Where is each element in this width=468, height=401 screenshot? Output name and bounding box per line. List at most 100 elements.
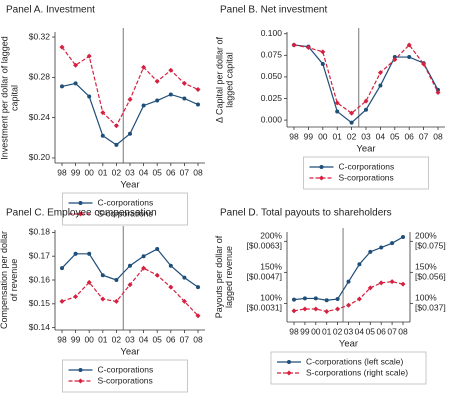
marker	[378, 280, 384, 286]
legend-marker	[78, 211, 83, 217]
panel-title: Panel B. Net investment	[220, 5, 327, 16]
x-tick-label: 03	[125, 167, 135, 177]
marker	[305, 45, 311, 51]
x-tick-label: 99	[71, 334, 81, 344]
legend-label: C-corporations	[98, 197, 154, 207]
marker	[313, 296, 318, 301]
marker	[127, 97, 133, 103]
y-axis-label: Compensation per dollar of revenue	[0, 230, 19, 330]
marker	[302, 306, 308, 312]
legend-marker	[78, 378, 83, 384]
x-tick-label: 03	[361, 131, 371, 141]
marker	[377, 70, 383, 76]
marker	[73, 62, 79, 68]
x-axis-label: Year	[356, 144, 375, 155]
y-tick-label: $0.28	[29, 72, 51, 82]
marker	[60, 84, 64, 89]
y-tick-label: [$0.056]	[415, 272, 446, 282]
y-tick-label: 200%	[415, 231, 437, 241]
x-tick-label: 04	[139, 334, 149, 344]
marker	[59, 298, 65, 304]
marker	[168, 92, 173, 97]
x-tick-label: 98	[289, 326, 299, 336]
x-tick-label: 07	[180, 167, 190, 177]
x-tick-label: 04	[376, 131, 386, 141]
y-tick-label: $0.20	[29, 152, 51, 162]
marker	[291, 308, 297, 314]
marker	[435, 89, 441, 95]
legend-box	[303, 156, 429, 190]
series-line	[61, 267, 199, 317]
x-axis-label: Year	[120, 180, 139, 191]
marker	[100, 273, 105, 278]
y-tick-label: 0.100	[261, 28, 283, 38]
series-line	[61, 46, 199, 127]
x-tick-label: 02	[112, 167, 122, 177]
x-axis-label: Year	[339, 339, 358, 350]
marker	[407, 55, 412, 60]
marker	[346, 302, 351, 308]
x-tick-label: 04	[355, 326, 365, 336]
x-tick-label: 06	[376, 326, 386, 336]
legend-label: S-corporations	[98, 375, 153, 385]
marker	[141, 254, 146, 259]
marker	[356, 296, 362, 302]
series-line	[61, 248, 199, 288]
marker	[60, 266, 64, 271]
marker	[320, 49, 326, 55]
marker	[168, 67, 174, 73]
y-tick-label: 100%	[260, 293, 282, 303]
marker	[100, 133, 105, 138]
x-tick-label: 99	[300, 326, 310, 336]
marker	[59, 44, 65, 50]
marker	[195, 86, 201, 92]
y-tick-label: [$0.0063]	[247, 241, 282, 251]
marker	[181, 298, 187, 304]
marker	[392, 57, 398, 63]
marker	[335, 306, 341, 312]
marker	[313, 306, 319, 312]
y-tick-label: $0.24	[29, 112, 51, 122]
x-tick-label: 05	[390, 131, 400, 141]
x-tick-label: 07	[180, 334, 190, 344]
marker	[100, 296, 106, 302]
y-tick-label: [$0.0047]	[247, 272, 282, 282]
marker	[390, 241, 395, 246]
marker	[392, 55, 397, 60]
legend-box	[62, 192, 188, 226]
marker	[141, 265, 147, 271]
marker	[154, 78, 160, 84]
marker	[141, 103, 146, 108]
marker	[292, 297, 296, 302]
marker	[368, 249, 373, 254]
marker	[291, 42, 297, 48]
y-tick-label: [$0.0031]	[247, 303, 282, 313]
marker	[349, 120, 354, 125]
x-tick-label: 06	[404, 131, 414, 141]
marker	[379, 245, 384, 250]
y-tick-label: $0.18	[29, 227, 51, 237]
marker	[320, 61, 325, 66]
x-tick-label: 06	[166, 167, 176, 177]
marker	[324, 298, 329, 303]
y-tick-label: $0.17	[29, 250, 51, 260]
marker	[401, 234, 405, 239]
x-tick-label: 02	[333, 326, 343, 336]
y-tick-label: 100%	[415, 293, 437, 303]
legend-label: C-corporations	[339, 161, 395, 171]
x-tick-label: 00	[318, 131, 328, 141]
marker	[346, 279, 351, 284]
marker	[155, 247, 160, 252]
marker	[113, 298, 119, 304]
x-tick-label: 08	[193, 334, 203, 344]
marker	[196, 285, 200, 290]
marker	[421, 61, 427, 67]
marker	[378, 83, 383, 88]
x-tick-label: 01	[322, 326, 332, 336]
marker	[128, 131, 132, 136]
legend-marker	[286, 370, 292, 376]
y-tick-label: $0.16	[29, 274, 51, 284]
marker	[168, 263, 173, 268]
marker	[86, 53, 92, 59]
